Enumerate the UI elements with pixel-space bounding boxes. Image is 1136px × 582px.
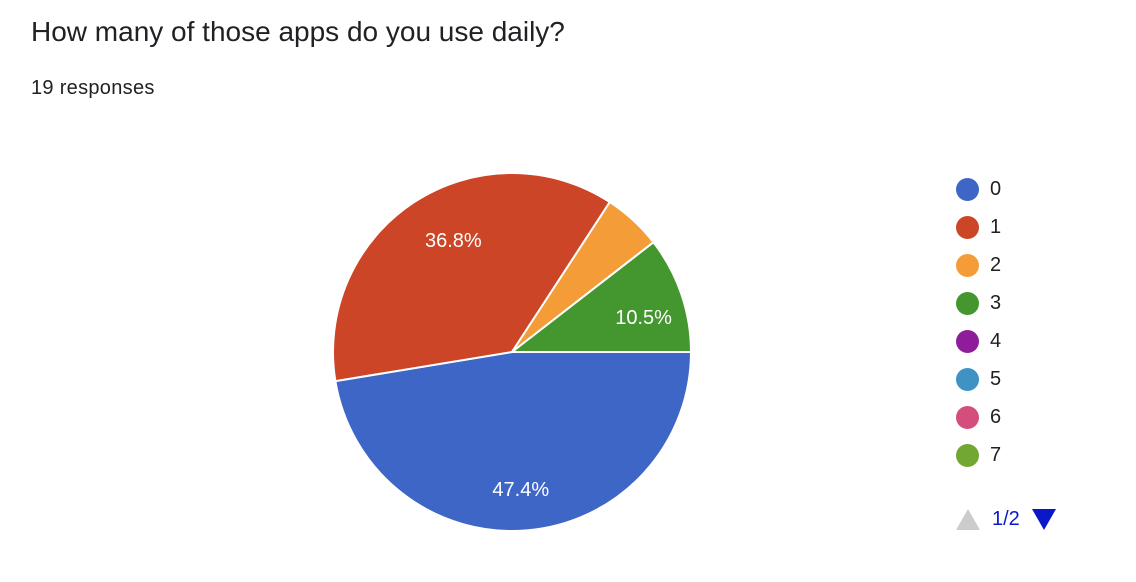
pie-slice-1 bbox=[332, 172, 612, 383]
legend-item-2: 2 bbox=[956, 246, 1076, 284]
legend-label-0: 0 bbox=[990, 177, 1002, 200]
legend-pager: 1/2 bbox=[956, 508, 1056, 531]
legend-item-7: 7 bbox=[956, 436, 1076, 474]
response-count: 19 responses bbox=[31, 77, 155, 99]
legend-item-5: 5 bbox=[956, 360, 1076, 398]
legend-swatch-3 bbox=[956, 291, 979, 315]
pager-next-icon[interactable] bbox=[1031, 509, 1056, 530]
legend-item-1: 1 bbox=[956, 208, 1076, 246]
legend-label-7: 7 bbox=[990, 443, 1002, 466]
question-title: How many of those apps do you use daily? bbox=[31, 16, 565, 47]
legend-item-4: 4 bbox=[956, 322, 1076, 360]
legend-swatch-2 bbox=[956, 253, 979, 277]
legend-item-0: 0 bbox=[956, 170, 1076, 208]
legend-swatch-6 bbox=[956, 405, 979, 429]
legend-swatch-0 bbox=[956, 177, 979, 201]
pie-slice-3 bbox=[509, 240, 693, 353]
legend-swatch-1 bbox=[956, 215, 979, 239]
legend-swatch-5 bbox=[956, 367, 979, 391]
legend-label-4: 4 bbox=[990, 329, 1002, 352]
legend-swatch-7 bbox=[956, 443, 979, 467]
pie-slice-label-1: 36.8% bbox=[425, 230, 482, 252]
legend-item-3: 3 bbox=[956, 284, 1076, 322]
pager-page-indicator: 1/2 bbox=[992, 508, 1020, 530]
pager-prev-icon bbox=[956, 509, 980, 530]
legend-label-5: 5 bbox=[990, 367, 1002, 390]
legend-label-1: 1 bbox=[990, 215, 1002, 238]
chart-legend: 0 1 2 3 4 5 6 7 bbox=[956, 170, 1076, 474]
pie-slice-label-0: 47.4% bbox=[492, 479, 549, 501]
legend-label-3: 3 bbox=[990, 291, 1002, 314]
legend-swatch-4 bbox=[956, 329, 979, 353]
pie-slice-0 bbox=[334, 351, 693, 532]
legend-label-2: 2 bbox=[990, 253, 1002, 276]
pie-slice-label-3: 10.5% bbox=[615, 307, 672, 329]
legend-item-6: 6 bbox=[956, 398, 1076, 436]
legend-label-6: 6 bbox=[990, 405, 1002, 428]
